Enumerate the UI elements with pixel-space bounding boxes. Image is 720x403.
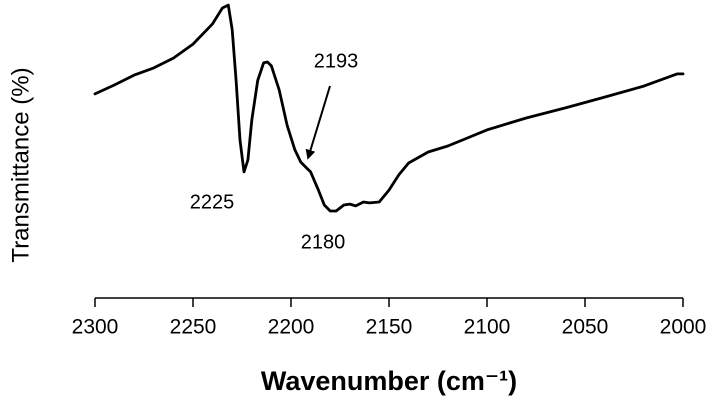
annotation-arrow (305, 85, 331, 160)
annotation: 2193 (314, 50, 359, 72)
x-tick-label: 2050 (562, 316, 609, 339)
x-tick-label: 2250 (170, 316, 217, 339)
x-tick-label: 2300 (72, 316, 119, 339)
y-axis-label: Transmittance (%) (7, 67, 34, 262)
x-tick-label: 2150 (366, 316, 413, 339)
x-axis-label: Wavenumber (cm⁻¹) (261, 366, 517, 396)
x-tick-label: 2200 (268, 316, 315, 339)
annotation: 2225 (190, 191, 235, 213)
x-tick-label: 2000 (660, 316, 707, 339)
spectrum-line (93, 3, 685, 213)
x-tick-label: 2100 (464, 316, 511, 339)
annotation: 2180 (301, 231, 346, 253)
